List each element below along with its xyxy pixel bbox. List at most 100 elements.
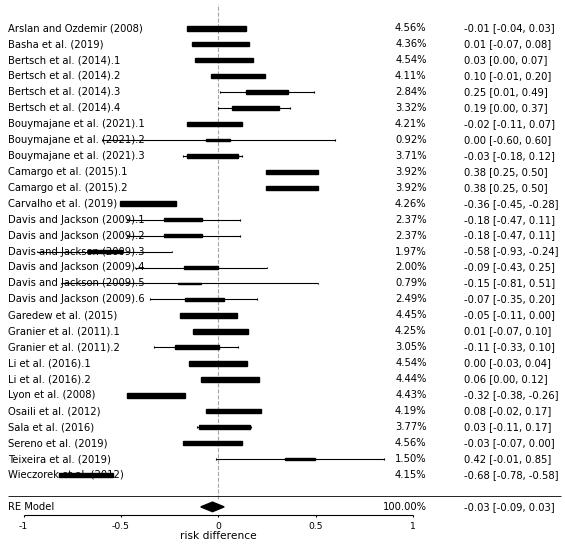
Text: -0.03 [-0.07, 0.00]: -0.03 [-0.07, 0.00]: [464, 438, 554, 448]
Text: Davis and Jackson (2009).4: Davis and Jackson (2009).4: [8, 263, 145, 272]
Text: 1: 1: [410, 522, 416, 531]
Text: 2.37%: 2.37%: [395, 231, 427, 240]
Text: 4.45%: 4.45%: [395, 311, 427, 320]
Text: risk difference: risk difference: [180, 531, 257, 541]
Bar: [189, 361, 247, 366]
Text: 3.71%: 3.71%: [395, 151, 427, 161]
Text: Bertsch et al. (2014).3: Bertsch et al. (2014).3: [8, 87, 120, 97]
Bar: [206, 139, 231, 141]
Text: RE Model: RE Model: [8, 502, 54, 512]
Text: 4.26%: 4.26%: [395, 199, 427, 209]
Text: -0.11 [-0.33, 0.10]: -0.11 [-0.33, 0.10]: [464, 342, 554, 352]
Bar: [120, 202, 176, 206]
Bar: [183, 441, 242, 445]
Text: Granier et al. (2011).1: Granier et al. (2011).1: [8, 326, 120, 336]
Text: 4.19%: 4.19%: [395, 406, 427, 416]
Text: 0.01 [-0.07, 0.08]: 0.01 [-0.07, 0.08]: [464, 39, 551, 49]
Text: 2.00%: 2.00%: [395, 263, 427, 272]
Text: 4.56%: 4.56%: [395, 23, 427, 33]
Text: -0.03 [-0.09, 0.03]: -0.03 [-0.09, 0.03]: [464, 502, 554, 512]
Text: 0.38 [0.25, 0.50]: 0.38 [0.25, 0.50]: [464, 183, 547, 193]
Text: 0.19 [0.00, 0.37]: 0.19 [0.00, 0.37]: [464, 103, 547, 113]
Text: Bouymajane et al. (2021).2: Bouymajane et al. (2021).2: [8, 135, 145, 145]
Text: -0.58 [-0.93, -0.24]: -0.58 [-0.93, -0.24]: [464, 246, 558, 257]
Bar: [195, 58, 253, 63]
Text: 0: 0: [215, 522, 221, 531]
Text: -0.68 [-0.78, -0.58]: -0.68 [-0.78, -0.58]: [464, 470, 558, 480]
Text: -0.05 [-0.11, 0.00]: -0.05 [-0.11, 0.00]: [464, 311, 554, 320]
Text: Li et al. (2016).2: Li et al. (2016).2: [8, 374, 91, 384]
Text: -0.32 [-0.38, -0.26]: -0.32 [-0.38, -0.26]: [464, 390, 558, 400]
Text: 0.79%: 0.79%: [395, 278, 427, 288]
Text: 0.08 [-0.02, 0.17]: 0.08 [-0.02, 0.17]: [464, 406, 551, 416]
Text: 0.25 [0.01, 0.49]: 0.25 [0.01, 0.49]: [464, 87, 547, 97]
Bar: [206, 409, 262, 414]
Text: Bouymajane et al. (2021).1: Bouymajane et al. (2021).1: [8, 119, 145, 129]
Text: Bertsch et al. (2014).1: Bertsch et al. (2014).1: [8, 55, 120, 65]
Text: -0.02 [-0.11, 0.07]: -0.02 [-0.11, 0.07]: [464, 119, 555, 129]
Text: Garedew et al. (2015): Garedew et al. (2015): [8, 311, 118, 320]
Text: 0.01 [-0.07, 0.10]: 0.01 [-0.07, 0.10]: [464, 326, 551, 336]
Text: 0.42 [-0.01, 0.85]: 0.42 [-0.01, 0.85]: [464, 454, 551, 464]
Bar: [266, 169, 319, 174]
Bar: [232, 106, 279, 110]
Text: Davis and Jackson (2009).3: Davis and Jackson (2009).3: [8, 246, 145, 257]
Bar: [193, 329, 248, 334]
Text: Granier et al. (2011).2: Granier et al. (2011).2: [8, 342, 120, 352]
Text: Camargo et al. (2015).2: Camargo et al. (2015).2: [8, 183, 128, 193]
Text: 1.50%: 1.50%: [395, 454, 427, 464]
Text: 2.84%: 2.84%: [395, 87, 427, 97]
Text: -1: -1: [19, 522, 28, 531]
Text: Carvalho et al. (2019): Carvalho et al. (2019): [8, 199, 117, 209]
Text: 2.37%: 2.37%: [395, 215, 427, 225]
Text: 0.38 [0.25, 0.50]: 0.38 [0.25, 0.50]: [464, 167, 547, 177]
Text: Teixeira et al. (2019): Teixeira et al. (2019): [8, 454, 111, 464]
Text: Davis and Jackson (2009).6: Davis and Jackson (2009).6: [8, 294, 145, 305]
Text: 1.97%: 1.97%: [395, 246, 427, 257]
Text: Sereno et al. (2019): Sereno et al. (2019): [8, 438, 107, 448]
Text: 4.36%: 4.36%: [395, 39, 427, 49]
Text: 4.54%: 4.54%: [395, 55, 427, 65]
Bar: [88, 250, 123, 253]
Text: Davis and Jackson (2009).5: Davis and Jackson (2009).5: [8, 278, 145, 288]
Text: Sala et al. (2016): Sala et al. (2016): [8, 422, 94, 432]
Bar: [211, 74, 265, 78]
Text: Wieczorek et al. (2012): Wieczorek et al. (2012): [8, 470, 124, 480]
Text: Davis and Jackson (2009).1: Davis and Jackson (2009).1: [8, 215, 145, 225]
Bar: [285, 458, 315, 460]
Text: 0.00 [-0.03, 0.04]: 0.00 [-0.03, 0.04]: [464, 358, 550, 368]
Text: 100.00%: 100.00%: [383, 502, 427, 512]
Text: -0.07 [-0.35, 0.20]: -0.07 [-0.35, 0.20]: [464, 294, 554, 305]
Text: 0.5: 0.5: [308, 522, 323, 531]
Bar: [246, 90, 288, 94]
Bar: [187, 26, 246, 31]
Text: -0.36 [-0.45, -0.28]: -0.36 [-0.45, -0.28]: [464, 199, 558, 209]
Text: 4.43%: 4.43%: [396, 390, 427, 400]
Text: -0.5: -0.5: [112, 522, 130, 531]
Text: 4.44%: 4.44%: [396, 374, 427, 384]
Text: -0.15 [-0.81, 0.51]: -0.15 [-0.81, 0.51]: [464, 278, 555, 288]
Text: -0.01 [-0.04, 0.03]: -0.01 [-0.04, 0.03]: [464, 23, 554, 33]
Polygon shape: [201, 502, 224, 512]
Bar: [164, 218, 202, 221]
Text: Bertsch et al. (2014).4: Bertsch et al. (2014).4: [8, 103, 120, 113]
Text: Camargo et al. (2015).1: Camargo et al. (2015).1: [8, 167, 128, 177]
Bar: [187, 122, 242, 126]
Text: -0.03 [-0.18, 0.12]: -0.03 [-0.18, 0.12]: [464, 151, 554, 161]
Text: 0.00 [-0.60, 0.60]: 0.00 [-0.60, 0.60]: [464, 135, 551, 145]
Text: -0.18 [-0.47, 0.11]: -0.18 [-0.47, 0.11]: [464, 215, 555, 225]
Text: Davis and Jackson (2009).2: Davis and Jackson (2009).2: [8, 231, 145, 240]
Text: -0.18 [-0.47, 0.11]: -0.18 [-0.47, 0.11]: [464, 231, 555, 240]
Bar: [175, 346, 219, 349]
Text: 4.54%: 4.54%: [395, 358, 427, 368]
Text: 0.03 [0.00, 0.07]: 0.03 [0.00, 0.07]: [464, 55, 547, 65]
Text: 4.11%: 4.11%: [395, 71, 427, 81]
Text: 0.06 [0.00, 0.12]: 0.06 [0.00, 0.12]: [464, 374, 547, 384]
Bar: [164, 234, 202, 237]
Bar: [180, 313, 237, 318]
Text: 3.92%: 3.92%: [395, 183, 427, 193]
Text: 3.92%: 3.92%: [395, 167, 427, 177]
Bar: [184, 266, 218, 269]
Text: 0.92%: 0.92%: [395, 135, 427, 145]
Text: Bertsch et al. (2014).2: Bertsch et al. (2014).2: [8, 71, 120, 81]
